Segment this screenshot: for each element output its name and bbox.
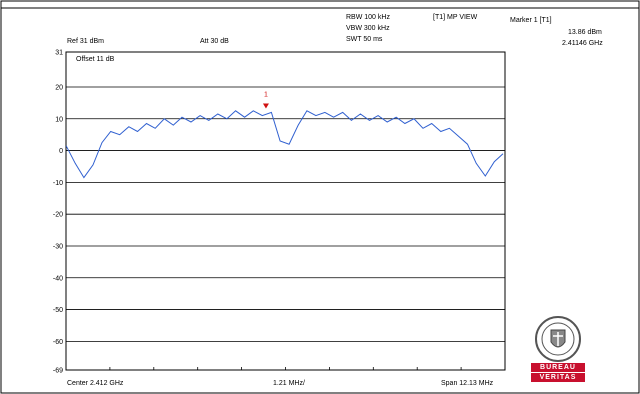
- plot-frame: [65, 51, 506, 371]
- offset-label: Offset 11 dB: [76, 56, 115, 63]
- marker-symbol: [262, 103, 269, 109]
- view-label: [T1] MP VIEW: [433, 14, 478, 21]
- y-tick-label: -20: [53, 212, 63, 219]
- swt-label: SWT 50 ms: [346, 36, 383, 43]
- center-frequency: Center 2.412 GHz: [67, 380, 124, 387]
- reference-level: Ref 31 dBm: [67, 38, 104, 45]
- logo-veritas: VERITAS: [531, 373, 585, 382]
- attenuation: Att 30 dB: [200, 38, 229, 45]
- spectrum-trace: [65, 110, 504, 179]
- marker-number: 1: [264, 92, 268, 99]
- y-tick-label: -50: [53, 307, 63, 314]
- y-tick-label: 31: [55, 50, 63, 57]
- span-label: Span 12.13 MHz: [441, 380, 494, 387]
- rbw-label: RBW 100 kHz: [346, 14, 390, 21]
- logo-seal-icon: [535, 316, 581, 362]
- logo-bureau: BUREAU: [531, 363, 585, 372]
- y-tick-label: 20: [55, 84, 63, 91]
- y-tick-label: -60: [53, 339, 63, 346]
- y-tick-label: -40: [53, 275, 63, 282]
- y-tick-label: -30: [53, 243, 63, 250]
- marker-title: Marker 1 [T1]: [510, 17, 552, 24]
- y-tick-label: 10: [55, 116, 63, 123]
- y-tick-label: -69: [53, 368, 63, 375]
- marker-frequency: 2.41146 GHz: [562, 40, 603, 47]
- y-tick-label: -10: [53, 180, 63, 187]
- bureau-veritas-logo: BUREAU VERITAS: [531, 312, 585, 384]
- frequency-division: 1.21 MHz/: [273, 380, 305, 387]
- y-tick-label: 0: [59, 148, 63, 155]
- marker-level: 13.86 dBm: [568, 29, 602, 36]
- vbw-label: VBW 300 kHz: [346, 25, 390, 32]
